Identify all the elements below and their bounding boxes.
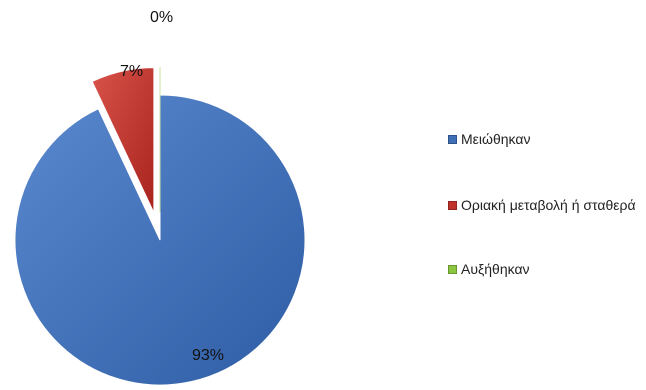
data-label-increased: 0% [150,9,173,26]
data-label-decreased: 93% [192,347,224,364]
pie-slice-decreased [14,94,306,386]
legend-label-increased: Αυξήθηκαν [461,261,530,277]
pie-slice-marginal-or-stable [91,67,155,213]
data-label-marginal-or-stable: 7% [120,63,143,80]
legend-swatch-increased [448,265,457,274]
legend-swatch-marginal-or-stable [448,201,457,210]
legend-swatch-decreased [448,135,457,144]
legend-label-marginal-or-stable: Οριακή μεταβολή ή σταθερά [461,197,636,213]
legend-item-increased: Αυξήθηκαν [448,260,641,278]
legend-item-decreased: Μειώθηκαν [448,130,641,148]
legend-label-decreased: Μειώθηκαν [461,131,531,147]
legend-item-marginal-or-stable: Οριακή μεταβολή ή σταθερά [448,196,641,214]
